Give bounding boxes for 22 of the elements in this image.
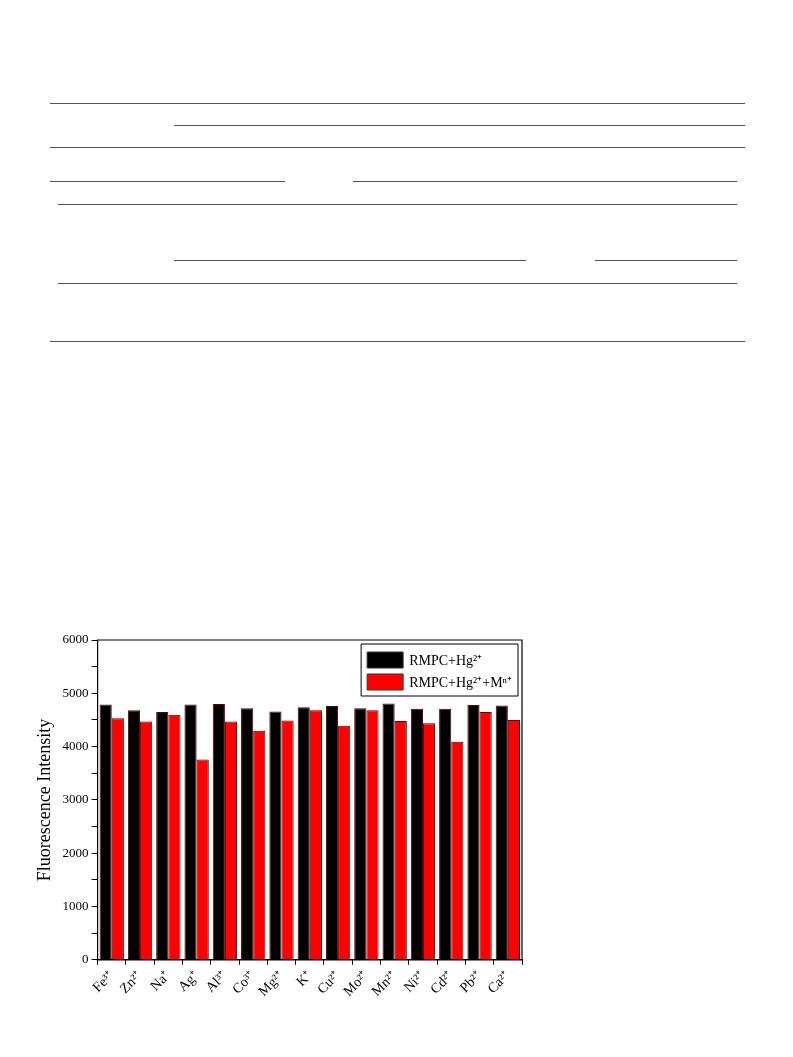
y-tick-label: 4000: [62, 738, 89, 754]
y-tick-label: 1000: [62, 897, 89, 913]
x-tick-label: Cu²⁺: [314, 967, 343, 997]
x-tick-label: Al³⁺: [202, 967, 230, 995]
x-tick-label: Co³⁺: [229, 967, 258, 997]
y-tick-label: 3000: [62, 791, 89, 807]
x-tick-label: K⁺: [293, 967, 315, 990]
x-tick-label: Cd²⁺: [427, 967, 456, 997]
legend-label: RMPC+Hg²⁺: [409, 652, 483, 668]
x-tick-label: Na⁺: [147, 967, 174, 994]
x-tick-label: Zn²⁺: [116, 967, 145, 997]
y-axis-title: Fluorescence Intensity: [33, 718, 54, 882]
legend-label: RMPC+Hg²⁺+Mⁿ⁺: [409, 674, 513, 690]
x-tick-label: Ag⁺: [175, 967, 202, 995]
y-tick-label: 5000: [62, 684, 89, 700]
y-tick-label: 0: [82, 951, 89, 967]
x-tick-label: Fe³⁺: [89, 967, 117, 995]
x-tick-label: Ni²⁺: [400, 967, 428, 995]
y-tick-label: 2000: [62, 844, 89, 860]
x-tick-label: Pb²⁺: [456, 967, 485, 996]
x-tick-label: Ca²⁺: [484, 967, 513, 997]
y-tick-label: 6000: [62, 631, 89, 647]
